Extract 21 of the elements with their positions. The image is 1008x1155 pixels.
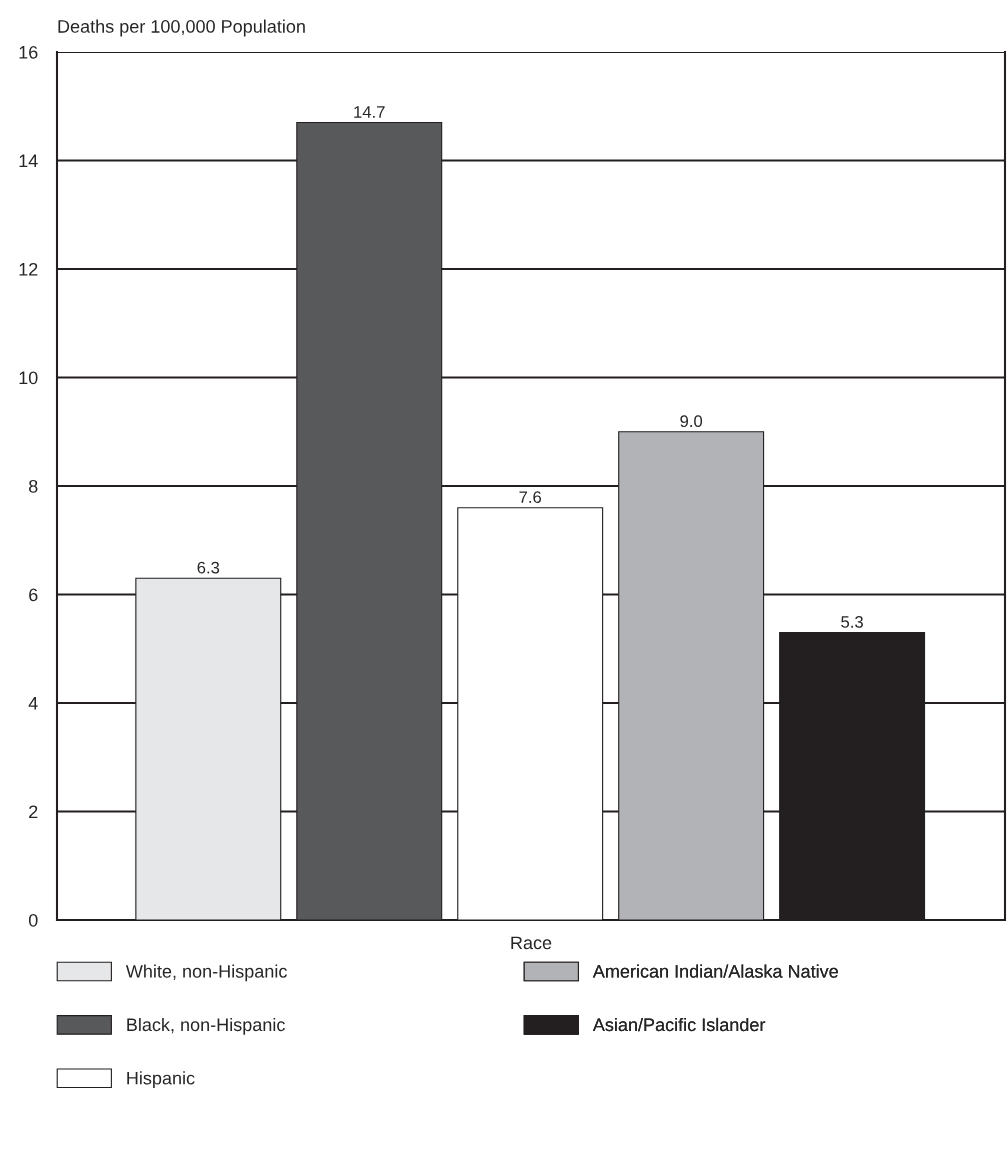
legend-label: Black, non-Hispanic <box>127 1017 285 1035</box>
legend-label: American Indian/Alaska Native <box>592 964 838 978</box>
y-tick-label: 6 <box>29 588 38 602</box>
text: 5.3 <box>841 615 863 628</box>
legend-label: Asian/Pacific Islander <box>592 1017 766 1032</box>
y-tick-label: 16 <box>19 45 38 59</box>
text: 9.0 <box>680 415 703 428</box>
y-tick-label: 2 <box>29 805 38 819</box>
text: 7.6 <box>519 491 542 504</box>
y-tick-label: 12 <box>19 262 38 276</box>
y-tick-label: 14 <box>19 154 38 168</box>
legend-label: Hispanic <box>127 1071 195 1089</box>
y-tick-label: 10 <box>19 371 38 385</box>
x-axis-title: Race <box>511 936 552 950</box>
y-tick-label: 8 <box>28 479 38 493</box>
legend-label: White, non-Hispanic <box>125 964 287 982</box>
y-axis-title: Deaths per 100,000 Population <box>58 19 305 37</box>
y-tick-label: 0 <box>28 913 38 927</box>
y-tick-label: 4 <box>28 697 38 710</box>
text: 14.7 <box>354 106 385 118</box>
text: 6.3 <box>197 561 220 574</box>
